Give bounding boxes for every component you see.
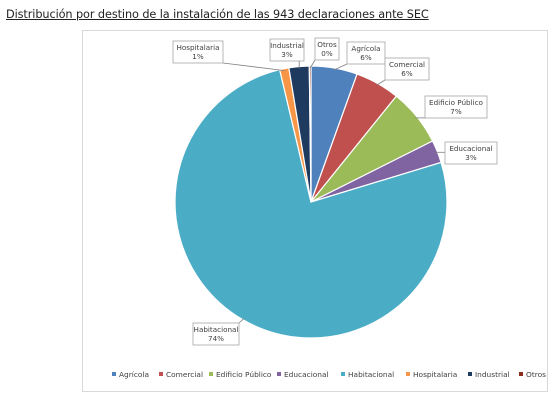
data-label-agricola-percent: 6% xyxy=(360,53,372,62)
legend-swatch-habitacional xyxy=(341,372,345,376)
legend-item-edificio-publico: Edificio Público xyxy=(216,370,272,379)
data-label-habitacional-category: Habitacional xyxy=(194,325,239,334)
callout-box-habitacional xyxy=(192,322,240,346)
callout-box-educacional xyxy=(444,141,498,165)
legend-item-comercial: Comercial xyxy=(166,370,203,379)
leader-line-habitacional xyxy=(238,317,245,324)
chart-area: Agrícola 6% Comercial 6% Edificio Público 7% E… xyxy=(82,30,548,392)
data-label-otros-category: Otros xyxy=(317,40,337,49)
data-label-edificio-publico-percent: 7% xyxy=(450,107,462,116)
data-label-edificio-publico-category: Edificio Público xyxy=(429,98,483,107)
legend-item-otros: Otros xyxy=(526,370,546,379)
leader-line-comercial xyxy=(376,79,386,86)
leader-line-otros xyxy=(309,59,316,69)
data-label-industrial-category: Industrial xyxy=(270,41,304,50)
legend-item-industrial: Industrial xyxy=(475,370,510,379)
data-label-otros-percent: 0% xyxy=(321,49,333,58)
data-label-educacional-category: Educacional xyxy=(449,144,492,153)
slice-habitacional xyxy=(174,68,448,339)
legend-swatch-industrial xyxy=(468,372,472,376)
data-label-comercial-percent: 6% xyxy=(401,69,413,78)
callout-box-comercial xyxy=(384,57,430,81)
data-label-hospitalaria-percent: 1% xyxy=(192,52,204,61)
callout-box-otros xyxy=(314,37,340,61)
leader-line-hospitalaria xyxy=(222,62,285,71)
legend-item-educacional: Educacional xyxy=(284,370,329,379)
legend-swatch-educacional xyxy=(277,372,281,376)
callout-box-edificio-publico xyxy=(424,95,488,119)
callout-box-industrial xyxy=(269,38,305,62)
data-label-habitacional-percent: 74% xyxy=(208,334,224,343)
page-title: Distribución por destino de la instalaci… xyxy=(6,8,429,21)
data-label-educacional-percent: 3% xyxy=(465,153,477,162)
data-label-industrial-percent: 3% xyxy=(281,50,293,59)
legend-swatch-comercial xyxy=(159,372,163,376)
callout-box-agricola xyxy=(346,41,386,65)
data-label-comercial-category: Comercial xyxy=(389,60,425,69)
legend-swatch-edificio-publico xyxy=(209,372,213,376)
legend-swatch-hospitalaria xyxy=(406,372,410,376)
callout-box-hospitalaria xyxy=(172,40,224,64)
legend-swatch-agricola xyxy=(112,372,116,376)
legend-item-hospitalaria: Hospitalaria xyxy=(413,370,457,379)
data-label-agricola-category: Agrícola xyxy=(351,44,380,53)
legend-item-agricola: Agrícola xyxy=(119,370,149,379)
leader-line-agricola xyxy=(333,63,348,71)
data-label-hospitalaria-category: Hospitalaria xyxy=(176,43,219,52)
legend-swatch-otros xyxy=(519,372,523,376)
legend-item-habitacional: Habitacional xyxy=(348,370,394,379)
